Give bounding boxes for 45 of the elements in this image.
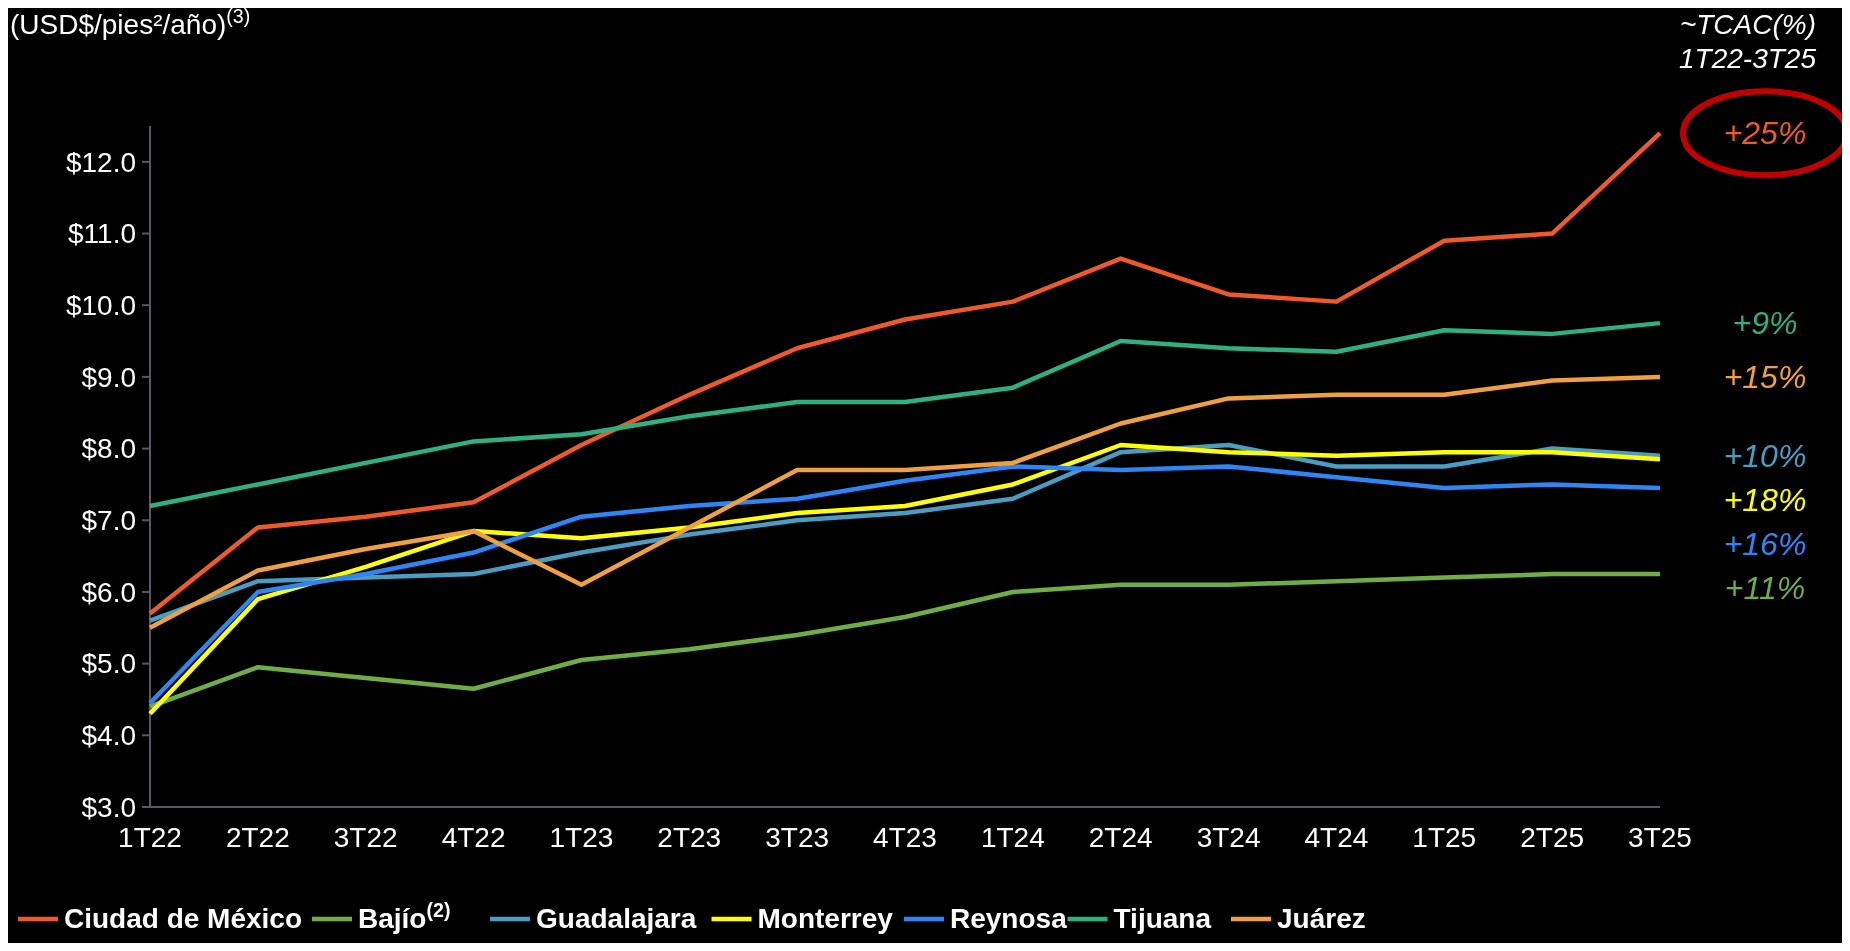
legend-label: Reynosa [950, 903, 1068, 934]
line-series [147, 130, 1663, 616]
y-tick-label: $3.0 [81, 791, 136, 823]
legend-label: Guadalajara [536, 903, 697, 934]
annotation: +10% [1723, 437, 1807, 474]
x-tick-label: 1T23 [549, 822, 614, 853]
x-tick-label: 2T23 [657, 822, 722, 853]
x-tick-label: 2T22 [225, 822, 290, 853]
x-tick-label: 3T22 [333, 822, 398, 853]
line-series [147, 571, 1663, 709]
y-tick-label: $6.0 [81, 576, 136, 608]
x-tick-label: 3T24 [1196, 822, 1261, 853]
x-tick-label: 2T24 [1088, 822, 1153, 853]
annotation: +9% [1732, 305, 1798, 342]
x-tick-label: 4T22 [441, 822, 506, 853]
x-tick-label: 4T23 [873, 822, 937, 853]
x-tick-label: 3T25 [1628, 822, 1692, 853]
legend-label: Bajío$^{(2)}$ [358, 899, 451, 934]
annotation: +18% [1723, 481, 1807, 518]
y-tick-label: $9.0 [81, 361, 136, 393]
legend-label: Monterrey [757, 903, 894, 934]
x-tick-label: 2T25 [1520, 822, 1585, 853]
x-tick-label: 1T25 [1412, 822, 1477, 853]
legend-label: Tijuana [1113, 903, 1212, 934]
line-series [147, 374, 1663, 631]
text: ~TCAC(%) 1T22-3T25 [1679, 9, 1817, 74]
annotation: +15% [1723, 359, 1807, 396]
y-tick-label: $11.0 [68, 218, 136, 250]
x-tick-label: 3T23 [765, 822, 830, 853]
y-tick-label: $5.0 [81, 648, 136, 680]
y-axis-title: (USD$/pies²/año)$^{(3)}$ [10, 5, 251, 40]
annotation: +11% [1724, 569, 1806, 606]
x-tick-label: 4T24 [1304, 822, 1369, 853]
x-tick-label: 1T22 [118, 822, 182, 853]
y-tick-label: $10.0 [65, 290, 136, 322]
y-tick-label: $12.0 [65, 146, 136, 178]
annotation: +25% [1723, 115, 1807, 152]
y-tick-label: $7.0 [81, 505, 136, 537]
x-tick-label: 1T24 [980, 822, 1045, 853]
legend-label: Juárez [1277, 903, 1366, 934]
annotation: +16% [1723, 525, 1807, 562]
y-tick-label: $4.0 [81, 720, 136, 752]
line-series [147, 320, 1663, 509]
y-tick-label: $8.0 [81, 433, 136, 465]
legend-label: Ciudad de México [64, 903, 303, 934]
